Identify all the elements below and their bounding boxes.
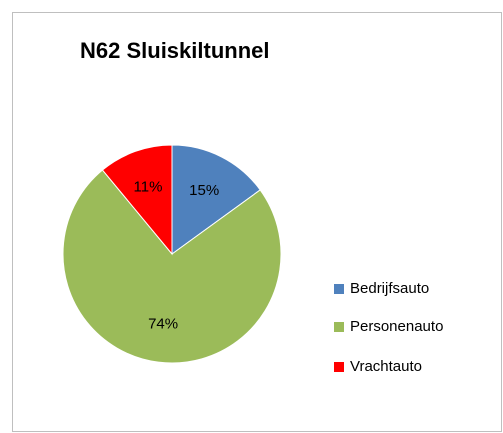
- data-label: 74%: [148, 315, 178, 332]
- data-label: 15%: [189, 182, 219, 199]
- legend-swatch: [334, 322, 344, 332]
- legend-label: Personenauto: [350, 318, 443, 335]
- legend-label: Bedrijfsauto: [350, 280, 429, 297]
- pie-slice: [171, 144, 261, 255]
- legend-swatch: [334, 362, 344, 372]
- pie-slice: [62, 169, 282, 364]
- chart-title: N62 Sluiskiltunnel: [80, 38, 270, 63]
- legend-swatch: [334, 284, 344, 294]
- legend-label: Vrachtauto: [350, 358, 422, 375]
- pie-slice: [101, 144, 173, 256]
- data-label: 11%: [134, 178, 163, 195]
